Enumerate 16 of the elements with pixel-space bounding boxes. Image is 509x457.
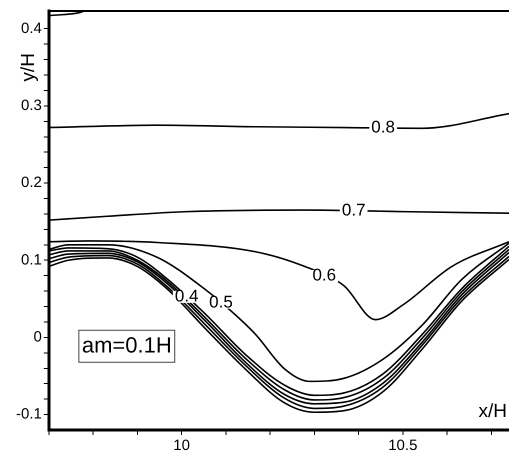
annotation: am=0.1H xyxy=(82,332,172,358)
series-label: 0.8 xyxy=(371,118,395,137)
x-tick-label: 10 xyxy=(173,437,190,454)
x-tick-label: 10.5 xyxy=(388,437,418,454)
y-tick-label: -0.1 xyxy=(16,406,42,423)
y-axis-title: y/H xyxy=(18,53,40,82)
y-tick-label: 0 xyxy=(34,328,42,346)
series-label: 0.6 xyxy=(312,266,336,285)
series-label: 0.4 xyxy=(174,286,198,306)
y-tick-label: 0.2 xyxy=(20,174,42,192)
y-tick-label: 0.3 xyxy=(20,97,42,114)
y-tick-label: 0.1 xyxy=(20,251,42,268)
x-axis-title: x/H xyxy=(478,401,507,422)
series-label: 0.5 xyxy=(209,292,233,312)
y-tick-label: 0.4 xyxy=(20,20,42,37)
series-label: 0.7 xyxy=(342,200,366,220)
